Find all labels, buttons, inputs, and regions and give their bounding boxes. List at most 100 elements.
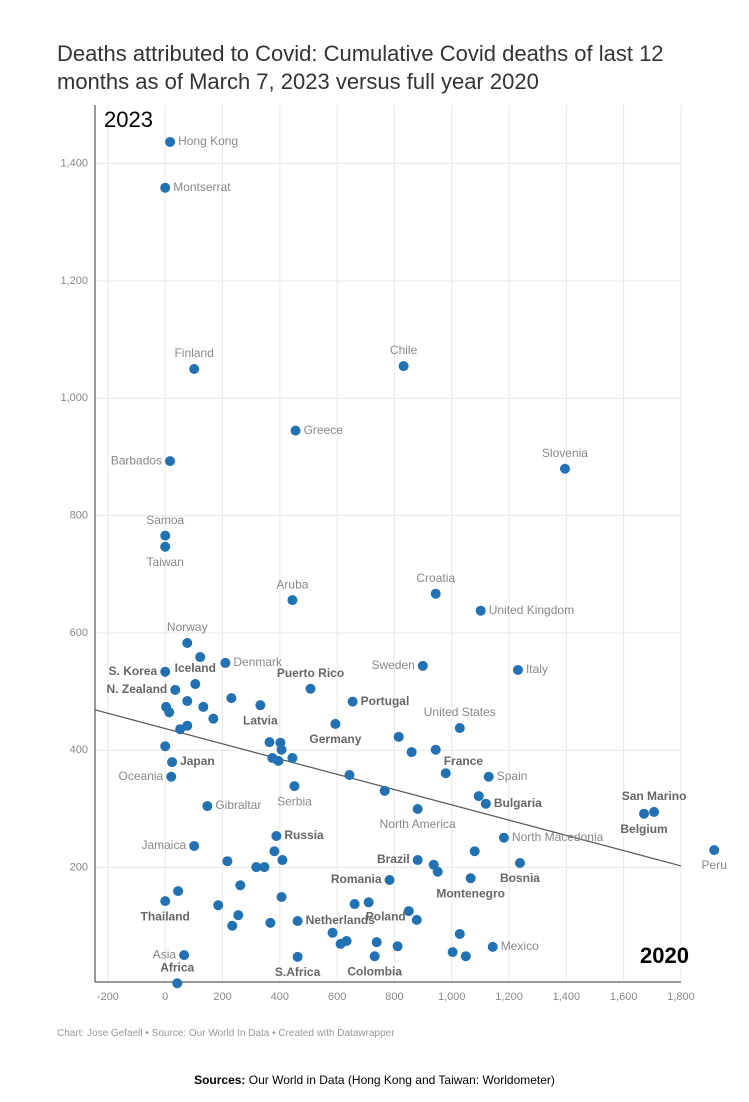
point bbox=[198, 701, 209, 712]
y-tick-label: 1,200 bbox=[60, 275, 88, 287]
point bbox=[483, 771, 494, 782]
point-label: Norway bbox=[167, 620, 208, 634]
point bbox=[160, 182, 171, 193]
point bbox=[398, 361, 409, 372]
point bbox=[292, 916, 303, 927]
point-label: Aruba bbox=[276, 577, 308, 591]
y-annotation: 2023 bbox=[104, 107, 153, 132]
y-tick-label: 800 bbox=[70, 510, 88, 522]
x-tick-label: 200 bbox=[213, 991, 231, 1003]
point bbox=[292, 951, 303, 962]
x-tick-label: 0 bbox=[162, 991, 168, 1003]
point bbox=[160, 541, 171, 552]
point bbox=[208, 713, 219, 724]
point bbox=[379, 785, 390, 796]
point-label: Chile bbox=[390, 343, 418, 357]
y-tick-label: 600 bbox=[70, 627, 88, 639]
point-label: Asia bbox=[153, 947, 177, 961]
point-label: Russia bbox=[284, 828, 324, 842]
point bbox=[165, 136, 176, 147]
point bbox=[265, 917, 276, 928]
point bbox=[473, 791, 484, 802]
point bbox=[195, 652, 206, 663]
point-label: Samoa bbox=[146, 513, 184, 527]
point-label: Poland bbox=[366, 909, 406, 923]
sources-label: Sources: bbox=[194, 1073, 246, 1087]
point-label: Bosnia bbox=[500, 871, 540, 885]
sources-text: Our World in Data (Hong Kong and Taiwan:… bbox=[248, 1073, 555, 1087]
point-label: Barbados bbox=[111, 453, 162, 467]
point-label: Thailand bbox=[141, 909, 190, 923]
point bbox=[498, 832, 509, 843]
point-label: Croatia bbox=[416, 571, 455, 585]
point bbox=[709, 845, 720, 856]
point-label: Japan bbox=[180, 754, 215, 768]
point bbox=[406, 747, 417, 758]
y-tick-label: 1,000 bbox=[60, 392, 88, 404]
point bbox=[460, 951, 471, 962]
point bbox=[271, 830, 282, 841]
point-label: Africa bbox=[160, 960, 194, 974]
point-label: United States bbox=[424, 705, 496, 719]
point-label: S.Africa bbox=[275, 965, 321, 979]
point-label: Spain bbox=[497, 769, 528, 783]
point bbox=[160, 741, 171, 752]
point bbox=[335, 938, 346, 949]
point bbox=[411, 914, 422, 925]
point bbox=[371, 937, 382, 948]
point bbox=[465, 873, 476, 884]
point bbox=[235, 880, 246, 891]
point bbox=[363, 897, 374, 908]
point-label: Italy bbox=[526, 662, 548, 676]
point bbox=[182, 720, 193, 731]
point-label: S. Korea bbox=[109, 664, 158, 678]
point-label: United Kingdom bbox=[489, 603, 574, 617]
point bbox=[287, 752, 298, 763]
point bbox=[392, 941, 403, 952]
point-label: N. Zealand bbox=[107, 682, 168, 696]
point bbox=[160, 666, 171, 677]
point bbox=[430, 588, 441, 599]
point bbox=[227, 920, 238, 931]
point-label: Oceania bbox=[119, 769, 164, 783]
point bbox=[454, 928, 465, 939]
point-label: Denmark bbox=[233, 655, 283, 669]
point bbox=[164, 707, 175, 718]
x-tick-label: 400 bbox=[271, 991, 289, 1003]
point bbox=[305, 683, 316, 694]
point bbox=[251, 862, 262, 873]
point-label: Greece bbox=[304, 423, 344, 437]
point bbox=[202, 801, 213, 812]
y-tick-label: 200 bbox=[70, 862, 88, 874]
point bbox=[255, 700, 266, 711]
point bbox=[430, 744, 441, 755]
point-label: Netherlands bbox=[306, 913, 376, 927]
point bbox=[259, 862, 270, 873]
point-label: Sweden bbox=[371, 658, 414, 672]
point-label: Serbia bbox=[277, 794, 312, 808]
point bbox=[170, 684, 181, 695]
point bbox=[172, 978, 183, 989]
point-label: Slovenia bbox=[542, 446, 588, 460]
point-label: Latvia bbox=[243, 713, 278, 727]
point bbox=[166, 771, 177, 782]
point bbox=[190, 679, 201, 690]
point bbox=[290, 425, 301, 436]
point-label: Hong Kong bbox=[178, 134, 238, 148]
y-tick-label: 1,400 bbox=[60, 158, 88, 170]
point-label: San Marino bbox=[622, 789, 687, 803]
x-tick-label: 1,400 bbox=[553, 991, 581, 1003]
point bbox=[412, 804, 423, 814]
point-label: Taiwan bbox=[147, 555, 184, 569]
point-label: Germany bbox=[309, 732, 361, 746]
x-annotation: 2020 bbox=[640, 943, 689, 968]
point bbox=[277, 855, 288, 866]
point bbox=[447, 947, 458, 958]
point bbox=[649, 806, 660, 817]
x-tick-label: 1,200 bbox=[495, 991, 523, 1003]
point bbox=[639, 808, 650, 819]
point-label: Mexico bbox=[501, 939, 539, 953]
point bbox=[480, 798, 491, 809]
point bbox=[440, 768, 451, 779]
